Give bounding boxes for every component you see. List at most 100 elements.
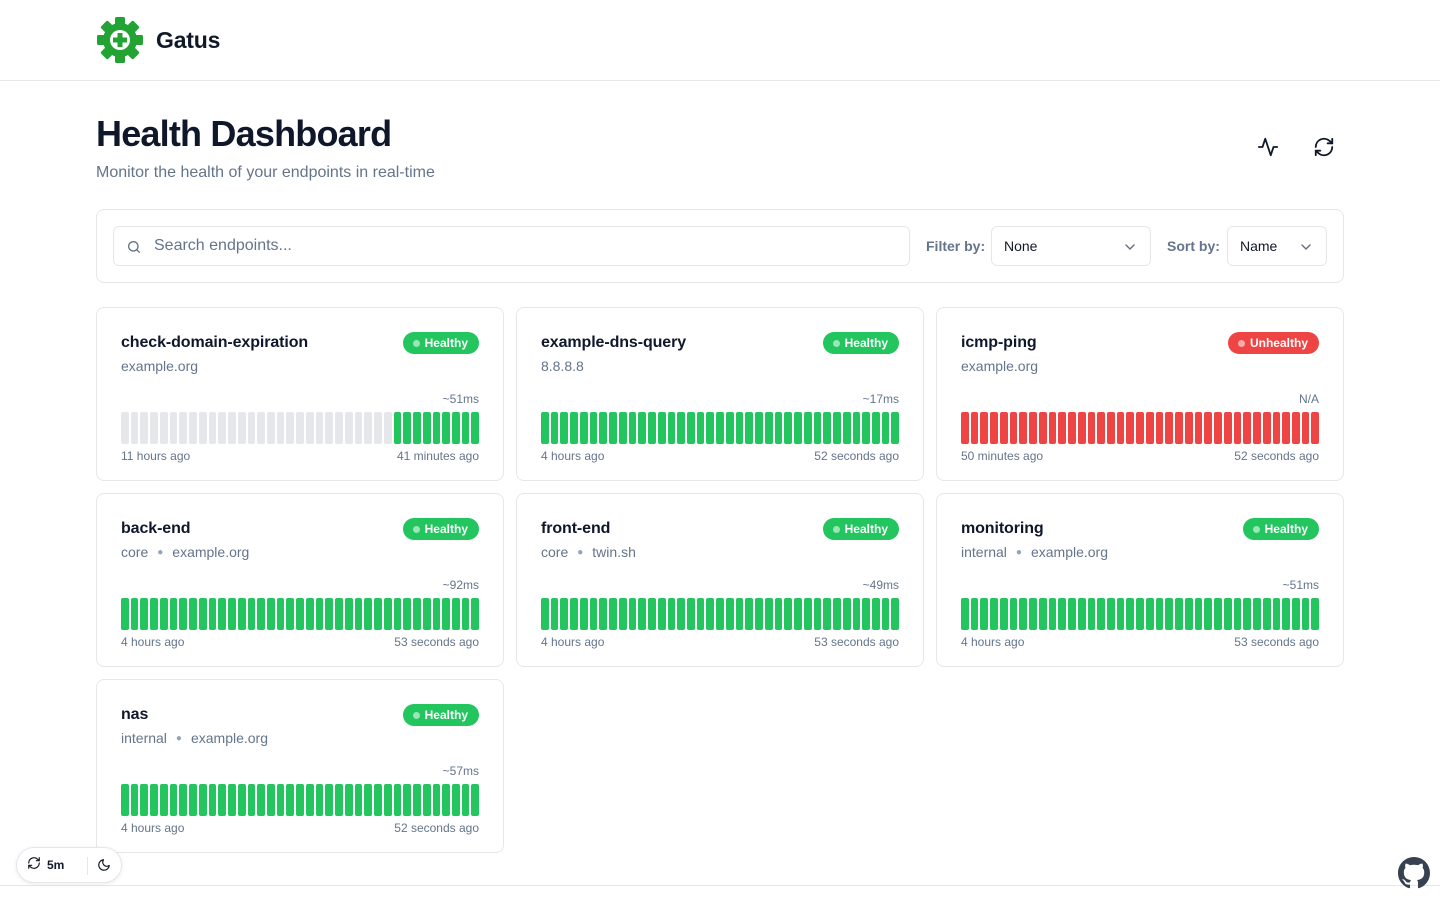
uptime-bar[interactable]: [882, 598, 890, 630]
uptime-bar[interactable]: [228, 598, 236, 630]
uptime-bar[interactable]: [228, 784, 236, 816]
uptime-bar[interactable]: [140, 598, 148, 630]
uptime-bar[interactable]: [726, 598, 734, 630]
uptime-bar[interactable]: [374, 784, 382, 816]
uptime-bar[interactable]: [442, 784, 450, 816]
uptime-bar[interactable]: [1234, 412, 1242, 444]
uptime-bar[interactable]: [218, 412, 226, 444]
uptime-bar[interactable]: [609, 412, 617, 444]
uptime-bar[interactable]: [316, 412, 324, 444]
uptime-bar[interactable]: [1097, 412, 1105, 444]
sort-select[interactable]: Name: [1227, 226, 1327, 266]
uptime-bar[interactable]: [1282, 412, 1290, 444]
uptime-bar[interactable]: [872, 598, 880, 630]
uptime-bar[interactable]: [257, 784, 265, 816]
uptime-bar[interactable]: [248, 598, 256, 630]
uptime-bar[interactable]: [131, 412, 139, 444]
uptime-bar[interactable]: [238, 412, 246, 444]
uptime-bar[interactable]: [736, 598, 744, 630]
uptime-bar[interactable]: [862, 412, 870, 444]
uptime-bar[interactable]: [1175, 598, 1183, 630]
uptime-bar[interactable]: [590, 598, 598, 630]
uptime-bar[interactable]: [765, 598, 773, 630]
uptime-bar[interactable]: [990, 412, 998, 444]
uptime-bar[interactable]: [384, 598, 392, 630]
uptime-bar[interactable]: [706, 598, 714, 630]
uptime-bar[interactable]: [170, 784, 178, 816]
uptime-bar[interactable]: [551, 598, 559, 630]
uptime-bar[interactable]: [1010, 412, 1018, 444]
uptime-bar[interactable]: [209, 412, 217, 444]
uptime-bar[interactable]: [551, 412, 559, 444]
uptime-bar[interactable]: [471, 412, 479, 444]
github-link[interactable]: [1398, 857, 1430, 889]
uptime-bar[interactable]: [267, 598, 275, 630]
uptime-bar[interactable]: [160, 784, 168, 816]
uptime-bar[interactable]: [1136, 598, 1144, 630]
uptime-bar[interactable]: [335, 412, 343, 444]
uptime-bar[interactable]: [1146, 412, 1154, 444]
uptime-bar[interactable]: [891, 412, 899, 444]
uptime-bar[interactable]: [1126, 598, 1134, 630]
uptime-bar[interactable]: [189, 598, 197, 630]
uptime-bar[interactable]: [121, 784, 129, 816]
uptime-bar[interactable]: [794, 412, 802, 444]
uptime-bar[interactable]: [1156, 598, 1164, 630]
uptime-bar[interactable]: [462, 412, 470, 444]
uptime-bar[interactable]: [452, 412, 460, 444]
uptime-bar[interactable]: [199, 784, 207, 816]
uptime-bar[interactable]: [471, 598, 479, 630]
uptime-bar[interactable]: [150, 784, 158, 816]
uptime-bar[interactable]: [335, 598, 343, 630]
uptime-bar[interactable]: [413, 598, 421, 630]
uptime-bar[interactable]: [1078, 412, 1086, 444]
uptime-bar[interactable]: [1029, 412, 1037, 444]
uptime-bar[interactable]: [833, 598, 841, 630]
uptime-bar[interactable]: [355, 412, 363, 444]
uptime-bar[interactable]: [697, 598, 705, 630]
uptime-bar[interactable]: [1302, 412, 1310, 444]
uptime-bar[interactable]: [784, 598, 792, 630]
uptime-bar[interactable]: [374, 412, 382, 444]
uptime-bar[interactable]: [442, 412, 450, 444]
uptime-bar[interactable]: [316, 784, 324, 816]
uptime-bar[interactable]: [218, 598, 226, 630]
uptime-bar[interactable]: [179, 598, 187, 630]
uptime-bar[interactable]: [804, 412, 812, 444]
uptime-bar[interactable]: [316, 598, 324, 630]
uptime-bar[interactable]: [257, 412, 265, 444]
uptime-bar[interactable]: [355, 784, 363, 816]
uptime-bar[interactable]: [345, 412, 353, 444]
uptime-bar[interactable]: [1146, 598, 1154, 630]
uptime-bar[interactable]: [1195, 412, 1203, 444]
endpoint-card[interactable]: monitoring internal ● example.org Health…: [936, 493, 1344, 667]
uptime-bar[interactable]: [170, 598, 178, 630]
uptime-bar[interactable]: [1292, 598, 1300, 630]
uptime-bar[interactable]: [745, 598, 753, 630]
uptime-bar[interactable]: [541, 412, 549, 444]
uptime-bar[interactable]: [1292, 412, 1300, 444]
uptime-bar[interactable]: [209, 784, 217, 816]
uptime-bar[interactable]: [394, 598, 402, 630]
uptime-bar[interactable]: [1156, 412, 1164, 444]
uptime-bar[interactable]: [814, 598, 822, 630]
uptime-bar[interactable]: [1107, 412, 1115, 444]
uptime-bar[interactable]: [277, 784, 285, 816]
uptime-bar[interactable]: [677, 412, 685, 444]
uptime-bar[interactable]: [462, 598, 470, 630]
uptime-bar[interactable]: [306, 598, 314, 630]
uptime-bar[interactable]: [1224, 598, 1232, 630]
uptime-bar[interactable]: [629, 412, 637, 444]
uptime-bar[interactable]: [872, 412, 880, 444]
uptime-bar[interactable]: [570, 598, 578, 630]
uptime-bar[interactable]: [619, 598, 627, 630]
endpoint-card[interactable]: example-dns-query 8.8.8.8 Healthy ~17ms …: [516, 307, 924, 481]
uptime-bar[interactable]: [765, 412, 773, 444]
uptime-bar[interactable]: [140, 784, 148, 816]
uptime-bar[interactable]: [980, 598, 988, 630]
uptime-bar[interactable]: [403, 784, 411, 816]
uptime-bar[interactable]: [1019, 412, 1027, 444]
uptime-bar[interactable]: [364, 598, 372, 630]
uptime-bar[interactable]: [1253, 598, 1261, 630]
uptime-bar[interactable]: [1214, 598, 1222, 630]
